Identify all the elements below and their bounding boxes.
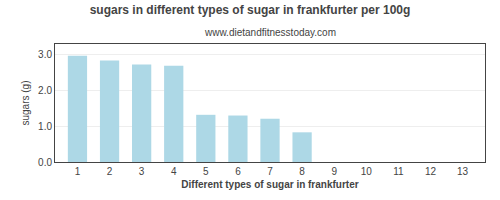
svg-text:3: 3: [139, 166, 145, 177]
svg-text:sugars (g): sugars (g): [20, 80, 31, 125]
svg-text:10: 10: [361, 166, 373, 177]
svg-text:Different types of sugar in fr: Different types of sugar in frankfurter: [181, 179, 358, 190]
svg-text:13: 13: [457, 166, 469, 177]
svg-text:5: 5: [203, 166, 209, 177]
svg-text:7: 7: [267, 166, 273, 177]
svg-text:4: 4: [171, 166, 177, 177]
svg-text:2: 2: [107, 166, 113, 177]
svg-text:11: 11: [393, 166, 404, 177]
svg-text:1: 1: [75, 166, 81, 177]
svg-text:sugars in different types of s: sugars in different types of sugar in fr…: [90, 3, 411, 17]
svg-text:1.0: 1.0: [38, 121, 52, 132]
svg-text:9: 9: [331, 166, 337, 177]
svg-text:www.dietandfitnesstoday.com: www.dietandfitnesstoday.com: [204, 27, 336, 38]
svg-text:6: 6: [235, 166, 241, 177]
svg-text:0.0: 0.0: [38, 157, 52, 168]
svg-text:12: 12: [425, 166, 437, 177]
svg-text:2.0: 2.0: [38, 85, 52, 96]
svg-text:8: 8: [299, 166, 305, 177]
svg-text:3.0: 3.0: [38, 49, 52, 60]
